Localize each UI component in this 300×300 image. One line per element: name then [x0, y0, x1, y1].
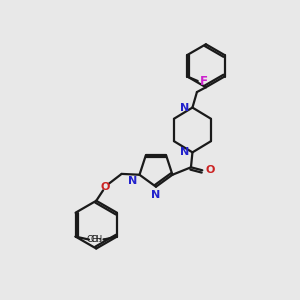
Text: O: O: [205, 165, 215, 175]
Text: CH₃: CH₃: [86, 235, 102, 244]
Text: N: N: [180, 147, 190, 158]
Text: N: N: [128, 176, 137, 186]
Text: N: N: [151, 190, 160, 200]
Text: CH₃: CH₃: [91, 235, 106, 244]
Text: F: F: [200, 75, 208, 88]
Text: N: N: [180, 103, 190, 112]
Text: O: O: [100, 182, 110, 192]
